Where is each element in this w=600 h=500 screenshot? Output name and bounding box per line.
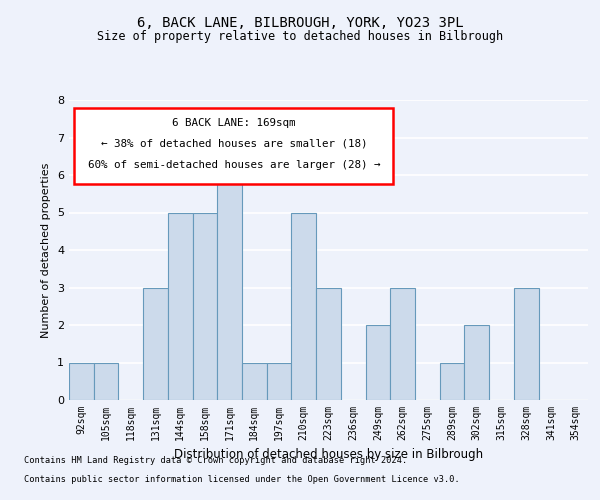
Bar [365, 325, 390, 400]
Text: 6 BACK LANE: 169sqm: 6 BACK LANE: 169sqm [172, 118, 296, 128]
Bar [217, 138, 242, 400]
Bar [193, 212, 217, 400]
Bar [168, 212, 193, 400]
Text: Contains public sector information licensed under the Open Government Licence v3: Contains public sector information licen… [24, 475, 460, 484]
Bar [390, 288, 415, 400]
Text: Size of property relative to detached houses in Bilbrough: Size of property relative to detached ho… [97, 30, 503, 43]
Bar [464, 325, 489, 400]
Bar [292, 212, 316, 400]
Text: ← 38% of detached houses are smaller (18): ← 38% of detached houses are smaller (18… [101, 139, 367, 149]
Text: 60% of semi-detached houses are larger (28) →: 60% of semi-detached houses are larger (… [88, 160, 380, 170]
Bar [267, 362, 292, 400]
Bar [143, 288, 168, 400]
Bar [94, 362, 118, 400]
Bar [69, 362, 94, 400]
Text: Contains HM Land Registry data © Crown copyright and database right 2024.: Contains HM Land Registry data © Crown c… [24, 456, 407, 465]
Bar [242, 362, 267, 400]
FancyBboxPatch shape [74, 108, 394, 184]
Bar [440, 362, 464, 400]
Bar [316, 288, 341, 400]
Y-axis label: Number of detached properties: Number of detached properties [41, 162, 52, 338]
X-axis label: Distribution of detached houses by size in Bilbrough: Distribution of detached houses by size … [174, 448, 483, 462]
Text: 6, BACK LANE, BILBROUGH, YORK, YO23 3PL: 6, BACK LANE, BILBROUGH, YORK, YO23 3PL [137, 16, 463, 30]
Bar [514, 288, 539, 400]
